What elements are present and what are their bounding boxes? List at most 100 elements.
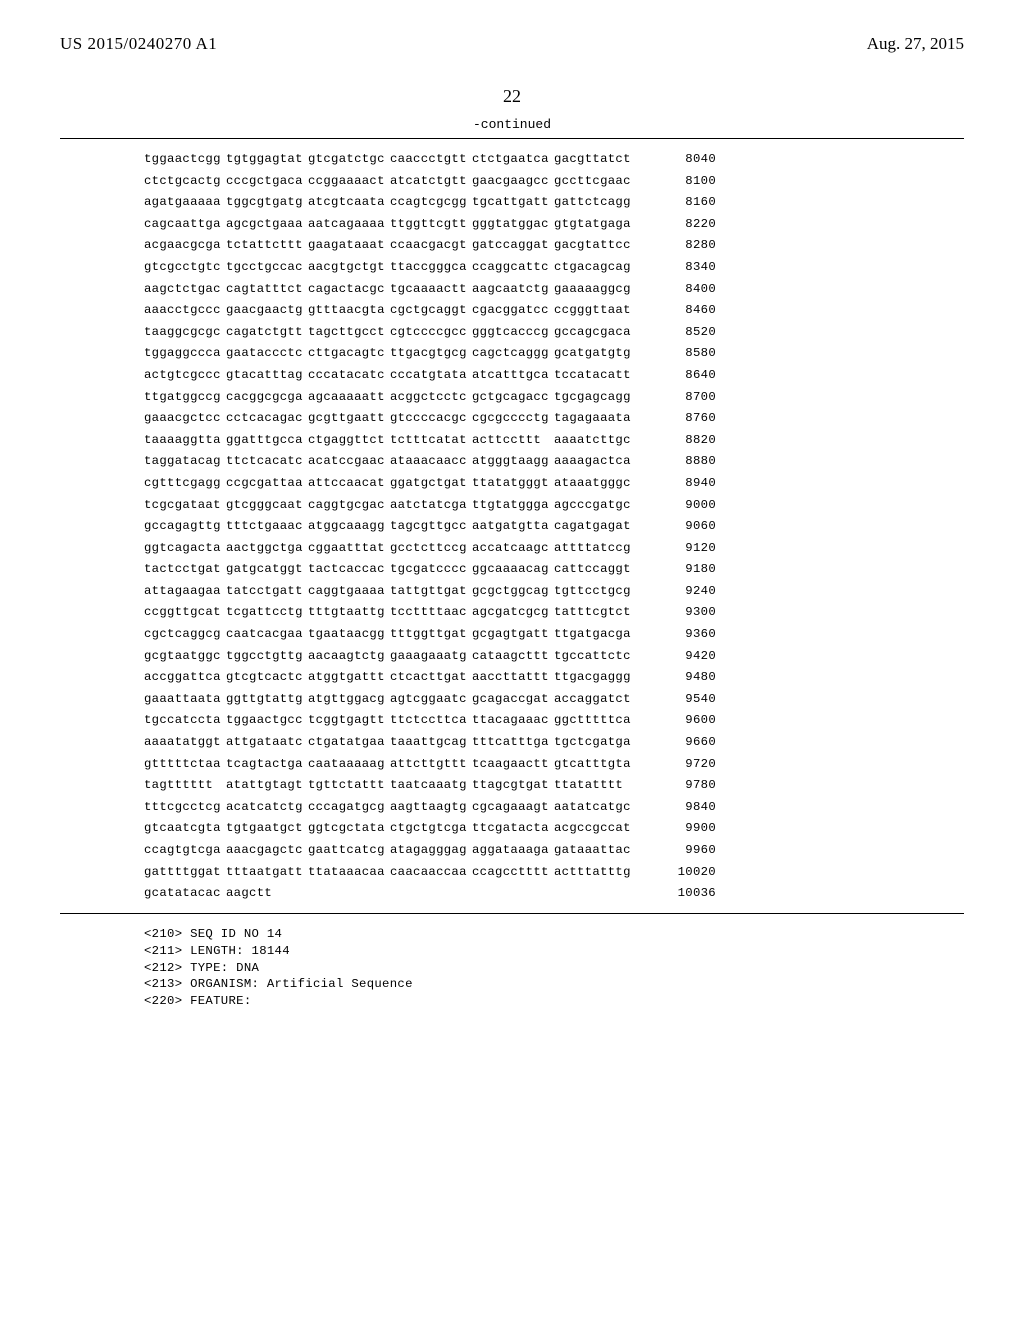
sequence-row: accggattcagtcgtcactcatggtgatttctcacttgat…	[60, 671, 964, 683]
sequence-block: gaattcatcg	[308, 844, 390, 856]
sequence-block: gataaattac	[554, 844, 636, 856]
sequence-block: attgataatc	[226, 736, 308, 748]
sequence-block: gtcatttgta	[554, 758, 636, 770]
sequence-block: tgcaaaactt	[390, 283, 472, 295]
sequence-block: gcgctggcag	[472, 585, 554, 597]
sequence-row: aagctctgaccagtatttctcagactacgctgcaaaactt…	[60, 283, 964, 295]
sequence-block: gcgttgaatt	[308, 412, 390, 424]
sequence-block: tttaatgatt	[226, 866, 308, 878]
sequence-block: atcatctgtt	[390, 175, 472, 187]
sequence-block: tggaactgcc	[226, 714, 308, 726]
sequence-block: gtcgggcaat	[226, 499, 308, 511]
sequence-row: gattttggattttaatgattttataaacaacaacaaccaa…	[60, 866, 964, 878]
sequence-position: 8100	[636, 175, 716, 187]
metadata-line: <212> TYPE: DNA	[144, 960, 964, 977]
sequence-block: ggcaaaacag	[472, 563, 554, 575]
sequence-block: cccatacatc	[308, 369, 390, 381]
sequence-block: agcgatcgcg	[472, 606, 554, 618]
sequence-position: 9720	[636, 758, 716, 770]
sequence-block: atattgtagt	[226, 779, 308, 791]
sequence-row: attagaagaatatcctgattcaggtgaaaatattgttgat…	[60, 585, 964, 597]
sequence-block: ctgaggttct	[308, 434, 390, 446]
sequence-block: gcctcttccg	[390, 542, 472, 554]
sequence-block: tgtggagtat	[226, 153, 308, 165]
sequence-block: ataaatgggc	[554, 477, 636, 489]
sequence-block: ggttgtattg	[226, 693, 308, 705]
sequence-block: tctattcttt	[226, 239, 308, 251]
sequence-block: gatgcatggt	[226, 563, 308, 575]
sequence-block: tactcctgat	[144, 563, 226, 575]
sequence-position: 9660	[636, 736, 716, 748]
sequence-block: cagtatttct	[226, 283, 308, 295]
sequence-block: caatcacgaa	[226, 628, 308, 640]
page-header: US 2015/0240270 A1 Aug. 27, 2015	[60, 0, 964, 54]
sequence-block: ttctccttca	[390, 714, 472, 726]
sequence-block: cgcgcccctg	[472, 412, 554, 424]
sequence-block: gtacatttag	[226, 369, 308, 381]
sequence-block: cgctgcaggt	[390, 304, 472, 316]
sequence-position: 10020	[636, 866, 716, 878]
sequence-block: tatttcgtct	[554, 606, 636, 618]
sequence-block: ttaccgggca	[390, 261, 472, 273]
sequence-block: ccggaaaact	[308, 175, 390, 187]
sequence-block: ccgcgattaa	[226, 477, 308, 489]
sequence-position: 8520	[636, 326, 716, 338]
sequence-block: tcagtactga	[226, 758, 308, 770]
sequence-block: ggatgctgat	[390, 477, 472, 489]
sequence-row: ccggttgcattcgattcctgtttgtaattgtccttttaac…	[60, 606, 964, 618]
sequence-block: tactcaccac	[308, 563, 390, 575]
sequence-block: gctgcagacc	[472, 391, 554, 403]
sequence-position: 9240	[636, 585, 716, 597]
sequence-block: gccagagttg	[144, 520, 226, 532]
sequence-block: gatccaggat	[472, 239, 554, 251]
sequence-block: gattctcagg	[554, 196, 636, 208]
sequence-row: tcgcgataatgtcgggcaatcaggtgcgacaatctatcga…	[60, 499, 964, 511]
sequence-block: taggatacag	[144, 455, 226, 467]
sequence-block: gacgtattcc	[554, 239, 636, 251]
sequence-block: gtcgcctgtc	[144, 261, 226, 273]
sequence-row: gtcgcctgtctgcctgccacaacgtgctgtttaccgggca…	[60, 261, 964, 273]
sequence-block: attagaagaa	[144, 585, 226, 597]
sequence-block: atcatttgca	[472, 369, 554, 381]
sequence-position: 8940	[636, 477, 716, 489]
sequence-block: gcatgatgtg	[554, 347, 636, 359]
sequence-block: gcgtaatggc	[144, 650, 226, 662]
sequence-row: actgtcgcccgtacatttagcccatacatccccatgtata…	[60, 369, 964, 381]
sequence-block	[308, 887, 390, 899]
sequence-position: 9060	[636, 520, 716, 532]
sequence-block: gtcgatctgc	[308, 153, 390, 165]
sequence-position: 9000	[636, 499, 716, 511]
sequence-position: 9420	[636, 650, 716, 662]
sequence-block: accatcaagc	[472, 542, 554, 554]
sequence-block: actgtcgccc	[144, 369, 226, 381]
sequence-block: ccaggcattc	[472, 261, 554, 273]
sequence-position: 8160	[636, 196, 716, 208]
sequence-block: ttgtatggga	[472, 499, 554, 511]
sequence-block: ctgacagcag	[554, 261, 636, 273]
sequence-block: acggctcctc	[390, 391, 472, 403]
sequence-block: gtcaatcgta	[144, 822, 226, 834]
metadata-line: <213> ORGANISM: Artificial Sequence	[144, 976, 964, 993]
sequence-block: ttatatgggt	[472, 477, 554, 489]
sequence-block: tctttcatat	[390, 434, 472, 446]
sequence-block: gtcgtcactc	[226, 671, 308, 683]
sequence-block: cgtccccgcc	[390, 326, 472, 338]
sequence-block: aaccttattt	[472, 671, 554, 683]
sequence-position: 8460	[636, 304, 716, 316]
sequence-row: ctctgcactgcccgctgacaccggaaaactatcatctgtt…	[60, 175, 964, 187]
sequence-block: ctgatatgaa	[308, 736, 390, 748]
sequence-row: tgccatcctatggaactgcctcggtgagttttctccttca…	[60, 714, 964, 726]
sequence-block: agcgctgaaa	[226, 218, 308, 230]
sequence-block: tcaagaactt	[472, 758, 554, 770]
sequence-block: ttgacgtgcg	[390, 347, 472, 359]
sequence-row: gaaattaataggttgtattgatgttggacgagtcggaatc…	[60, 693, 964, 705]
sequence-block: acgccgccat	[554, 822, 636, 834]
sequence-block: agcccgatgc	[554, 499, 636, 511]
sequence-position: 9480	[636, 671, 716, 683]
sequence-block: tgccattctc	[554, 650, 636, 662]
sequence-block: aagcaatctg	[472, 283, 554, 295]
sequence-block: atggtgattt	[308, 671, 390, 683]
sequence-block: tcgcgataat	[144, 499, 226, 511]
sequence-block: cgctcaggcg	[144, 628, 226, 640]
sequence-block: aaaatcttgc	[554, 434, 636, 446]
